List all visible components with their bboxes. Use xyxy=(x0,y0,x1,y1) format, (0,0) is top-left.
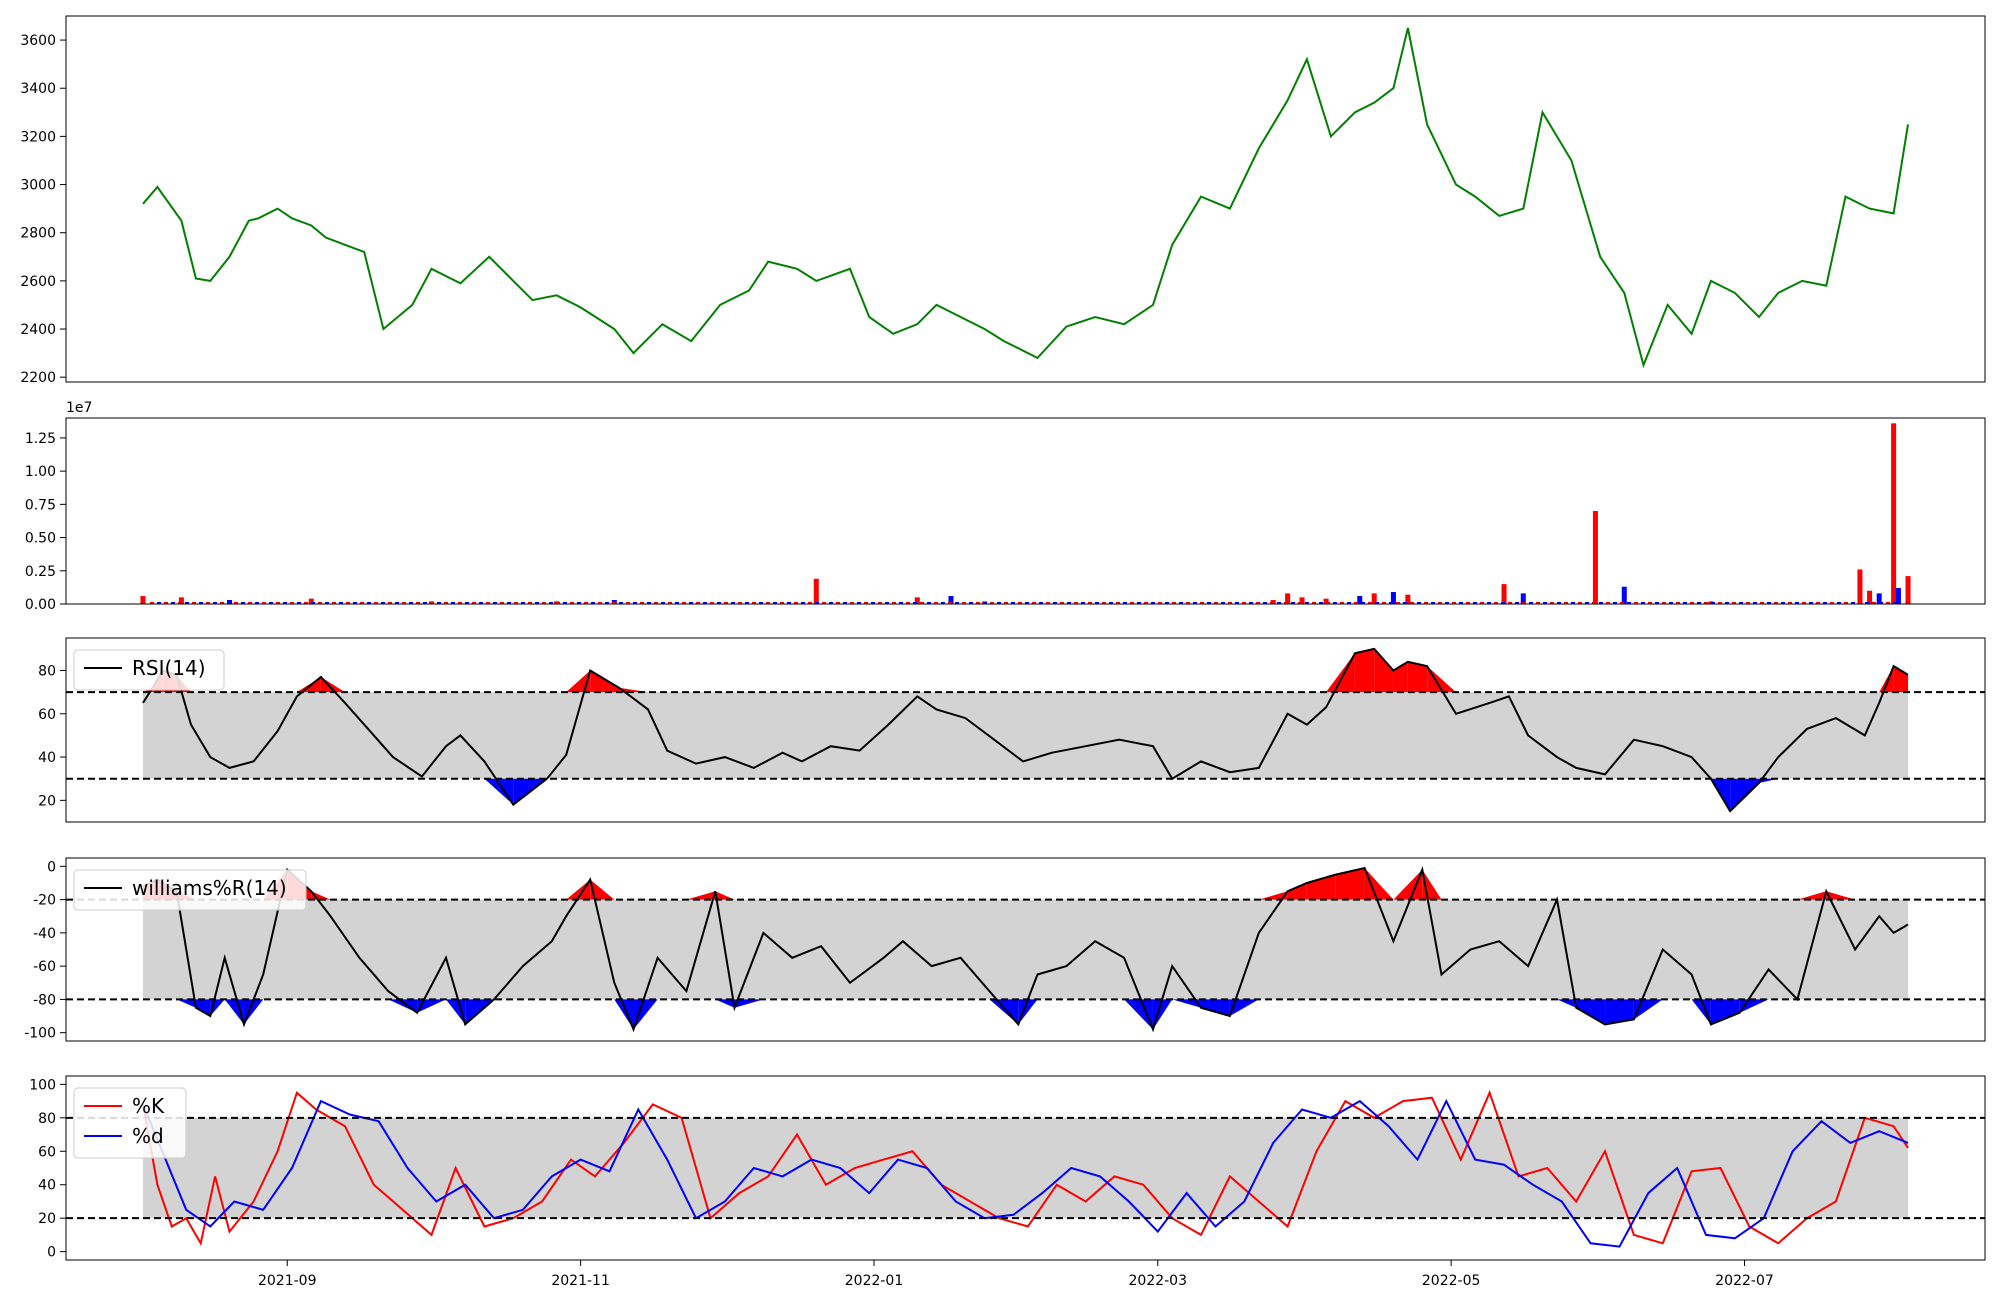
oversold-fill xyxy=(1692,999,1711,1024)
y-tick-label: 3200 xyxy=(20,129,56,145)
y-tick-label: 2600 xyxy=(20,274,56,290)
overbought-fill xyxy=(686,891,715,899)
volume-offset-label: 1e7 xyxy=(66,400,92,416)
oversold-fill xyxy=(1711,999,1740,1024)
overbought-fill xyxy=(715,891,734,899)
panel-frame xyxy=(66,418,1985,604)
price-line xyxy=(143,28,1908,365)
volume-bar xyxy=(1622,587,1627,604)
x-tick-label: 2022-05 xyxy=(1422,1273,1481,1289)
overbought-fill xyxy=(1393,870,1422,900)
y-tick-label: 60 xyxy=(38,1144,56,1160)
y-tick-label: 0.00 xyxy=(25,597,56,613)
y-tick-label: 2200 xyxy=(20,370,56,386)
y-tick-label: 100 xyxy=(29,1077,56,1093)
y-tick-label: 0.25 xyxy=(25,564,56,580)
x-tick-label: 2022-01 xyxy=(845,1273,904,1289)
legend-label: RSI(14) xyxy=(132,656,206,680)
volume-bar xyxy=(1896,588,1901,604)
y-tick-label: 0 xyxy=(47,1245,56,1261)
y-tick-label: -80 xyxy=(33,992,56,1008)
overbought-fill xyxy=(1374,649,1393,692)
overbought-fill xyxy=(1326,653,1355,692)
oversold-fill xyxy=(1018,999,1037,1024)
oversold-fill xyxy=(1576,999,1605,1024)
oversold-fill xyxy=(634,999,658,1029)
y-tick-label: 2800 xyxy=(20,226,56,242)
overbought-fill xyxy=(1365,868,1394,900)
overbought-fill xyxy=(1797,891,1826,899)
x-tick-label: 2021-11 xyxy=(551,1273,610,1289)
legend-label: williams%R(14) xyxy=(132,876,287,900)
y-tick-label: 40 xyxy=(38,1178,56,1194)
oversold-fill xyxy=(1124,999,1153,1029)
oversold-fill xyxy=(1201,999,1230,1016)
volume-bar xyxy=(140,596,145,604)
overbought-fill xyxy=(1288,883,1307,900)
legend-label: %K xyxy=(132,1094,165,1118)
volume-bar xyxy=(814,579,819,604)
volume-bar xyxy=(1502,584,1507,604)
oversold-fill xyxy=(735,999,764,1007)
y-tick-label: -40 xyxy=(33,926,56,942)
y-tick-label: 0 xyxy=(47,859,56,875)
legend-box xyxy=(74,1088,186,1158)
y-tick-label: 40 xyxy=(38,750,56,766)
panel-frame xyxy=(66,16,1985,382)
oversold-fill xyxy=(244,999,263,1024)
oversold-fill xyxy=(1153,999,1172,1029)
y-tick-label: 20 xyxy=(38,793,56,809)
overbought-fill xyxy=(1355,649,1374,692)
y-tick-label: 3000 xyxy=(20,178,56,194)
y-tick-label: 0.50 xyxy=(25,531,56,547)
x-tick-label: 2022-07 xyxy=(1715,1273,1774,1289)
band-area xyxy=(143,900,1908,1000)
oversold-fill xyxy=(1557,999,1576,1007)
y-tick-label: -60 xyxy=(33,959,56,975)
y-tick-label: 1.25 xyxy=(25,431,56,447)
volume-bar xyxy=(1906,576,1911,604)
oversold-fill xyxy=(196,999,210,1016)
oversold-fill xyxy=(177,999,196,1007)
volume-bar xyxy=(1857,569,1862,604)
x-tick-label: 2022-03 xyxy=(1129,1273,1188,1289)
y-tick-label: 1.00 xyxy=(25,464,56,480)
volume-bar xyxy=(1891,423,1896,604)
y-tick-label: 3600 xyxy=(20,33,56,49)
y-tick-label: 2400 xyxy=(20,322,56,338)
y-tick-label: 60 xyxy=(38,707,56,723)
y-tick-label: -100 xyxy=(24,1026,56,1042)
y-tick-label: 80 xyxy=(38,663,56,679)
y-tick-label: 80 xyxy=(38,1111,56,1127)
legend-label: %d xyxy=(132,1124,164,1148)
volume-bar xyxy=(1593,511,1598,604)
y-tick-label: 0.75 xyxy=(25,497,56,513)
x-tick-label: 2021-09 xyxy=(258,1273,317,1289)
band-area xyxy=(143,692,1908,779)
y-tick-label: 20 xyxy=(38,1211,56,1227)
y-tick-label: 3400 xyxy=(20,81,56,97)
y-tick-label: -20 xyxy=(33,893,56,909)
oversold-fill xyxy=(715,999,734,1007)
